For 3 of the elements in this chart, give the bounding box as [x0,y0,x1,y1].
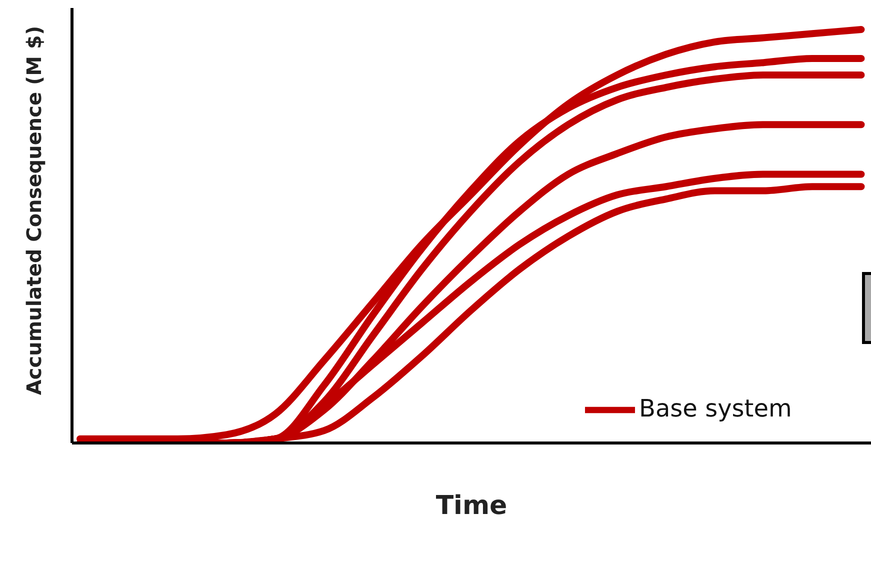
y-axis-title: Accumulated Consequence (M $) [22,26,46,396]
x-axis-title: Time [436,491,508,521]
legend-label: Base system [639,394,792,423]
